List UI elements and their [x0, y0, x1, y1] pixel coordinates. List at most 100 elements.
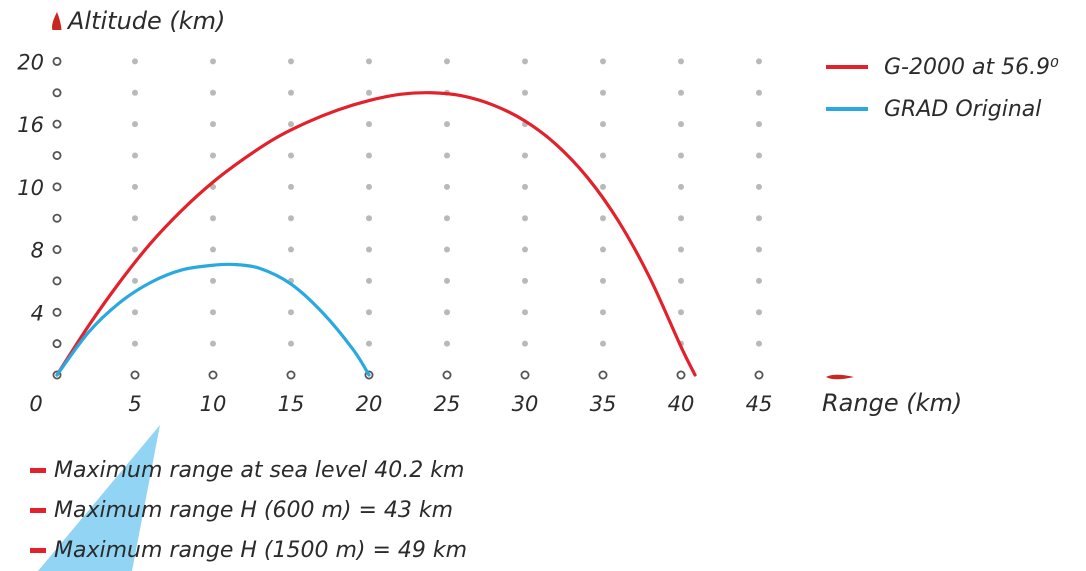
- grid-dot: [210, 309, 216, 316]
- note-text: Maximum range H (1500 m) = 49 km: [54, 537, 468, 563]
- grid-dot: [678, 309, 684, 316]
- grid-dot: [756, 89, 762, 96]
- y-tick-label: 16: [17, 113, 44, 137]
- grid-dot: [132, 89, 138, 96]
- grid-dot: [444, 246, 450, 253]
- series-line-g2000: [55, 91, 697, 377]
- grid-dot: [210, 340, 216, 347]
- x-axis-ring: [754, 370, 764, 380]
- grid-dot: [522, 183, 528, 190]
- y-axis-ring: [52, 276, 62, 286]
- grid-dot: [600, 183, 606, 190]
- x-tick-label: 20: [356, 392, 383, 416]
- grid-dot: [444, 309, 450, 316]
- grid-dot: [132, 183, 138, 190]
- grid-dot: [132, 58, 138, 65]
- grid-dot: [366, 309, 372, 316]
- grid-dot: [132, 215, 138, 222]
- grid-dot: [132, 309, 138, 316]
- note-dash: [30, 547, 46, 553]
- grid-dot: [678, 246, 684, 253]
- x-tick-label: 45: [746, 392, 773, 416]
- grid-dot: [288, 89, 294, 96]
- grid-dot: [444, 183, 450, 190]
- legend-swatch-grad: [826, 107, 868, 111]
- grid-dot: [522, 152, 528, 159]
- grid-dot: [756, 309, 762, 316]
- grid-dot: [756, 246, 762, 253]
- grid-dot: [600, 121, 606, 128]
- legend-label-g2000: G-2000 at 56.9⁰: [884, 54, 1059, 80]
- grid-dot: [678, 58, 684, 65]
- y-axis-ring: [52, 119, 62, 129]
- grid-dot: [366, 183, 372, 190]
- y-tick-label: 4: [31, 301, 44, 325]
- y-axis-ring: [52, 245, 62, 255]
- grid-dot: [522, 277, 528, 284]
- grid-dot: [366, 340, 372, 347]
- y-axis-ring: [52, 339, 62, 349]
- grid-dot: [678, 89, 684, 96]
- note-item: Maximum range H (1500 m) = 49 km: [30, 530, 467, 570]
- grid-dot: [756, 183, 762, 190]
- y-axis-ring: [52, 150, 62, 160]
- grid-dot: [210, 277, 216, 284]
- y-tick-label: 10: [17, 176, 44, 200]
- grid-dot: [288, 121, 294, 128]
- x-tick-label: 40: [668, 392, 695, 416]
- grid-dot: [288, 309, 294, 316]
- grid-dot: [600, 89, 606, 96]
- grid-dot: [132, 246, 138, 253]
- x-axis-marker-icon: [826, 374, 854, 380]
- grid-dot: [366, 89, 372, 96]
- grid-dot: [600, 58, 606, 65]
- legend-item-g2000: G-2000 at 56.9⁰: [826, 46, 1059, 88]
- grid-dot: [522, 246, 528, 253]
- x-tick-label: 0: [29, 392, 42, 416]
- grid-dot: [288, 215, 294, 222]
- note-item: Maximum range H (600 m) = 43 km: [30, 490, 467, 530]
- note-item: Maximum range at sea level 40.2 km: [30, 450, 467, 490]
- grid-dot: [288, 183, 294, 190]
- legend-item-grad: GRAD Original: [826, 88, 1059, 130]
- x-tick-label: 15: [278, 392, 305, 416]
- x-axis-title: Range (km): [822, 389, 963, 417]
- grid-dot: [522, 89, 528, 96]
- y-axis-ring: [52, 182, 62, 192]
- grid-dot: [756, 340, 762, 347]
- grid-dot: [288, 152, 294, 159]
- grid-dot: [600, 340, 606, 347]
- grid-dot: [288, 58, 294, 65]
- legend-swatch-g2000: [826, 65, 868, 69]
- y-tick-label: 20: [17, 50, 44, 74]
- y-axis-title: Altitude (km): [68, 7, 226, 35]
- grid-dot: [132, 152, 138, 159]
- grid-dot: [756, 152, 762, 159]
- grid-dot: [756, 58, 762, 65]
- grid-dot: [366, 215, 372, 222]
- y-tick-label: 8: [31, 239, 44, 263]
- range-notes: Maximum range at sea level 40.2 km Maxim…: [30, 450, 467, 570]
- series-line-grad: [55, 262, 371, 377]
- x-axis-ring: [676, 370, 686, 380]
- x-axis-ring: [208, 370, 218, 380]
- grid-dot: [210, 152, 216, 159]
- x-tick-label: 35: [590, 392, 617, 416]
- grid-dot: [444, 152, 450, 159]
- note-text: Maximum range H (600 m) = 43 km: [54, 497, 454, 523]
- y-axis-marker-icon: [52, 12, 62, 30]
- note-text: Maximum range at sea level 40.2 km: [54, 457, 465, 483]
- grid-dot: [444, 215, 450, 222]
- grid-dot: [210, 89, 216, 96]
- x-axis-ring: [442, 370, 452, 380]
- x-axis-ring: [598, 370, 608, 380]
- grid-dot: [600, 152, 606, 159]
- y-axis-ring: [52, 88, 62, 98]
- series-layer: [55, 91, 697, 377]
- grid-dots: [132, 58, 762, 347]
- y-axis-ring: [52, 213, 62, 223]
- grid-dot: [210, 246, 216, 253]
- grid-dot: [678, 183, 684, 190]
